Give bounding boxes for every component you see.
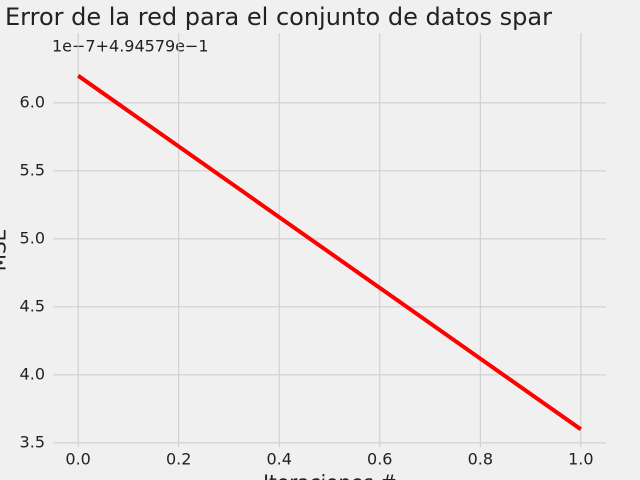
x-tick-label: 0.0 <box>65 450 90 469</box>
offset-text: 1e−7+4.94579e−1 <box>52 37 209 56</box>
x-tick-label: 0.2 <box>166 450 191 469</box>
x-tick-label: 1.0 <box>568 450 593 469</box>
y-tick-label: 3.5 <box>20 432 45 451</box>
x-tick-label: 0.8 <box>468 450 493 469</box>
y-tick-label: 5.5 <box>20 160 45 179</box>
x-tick-label: 0.6 <box>367 450 392 469</box>
y-tick-label: 4.0 <box>20 364 45 383</box>
y-tick-label: 4.5 <box>20 296 45 315</box>
data-line <box>76 74 583 431</box>
y-tick-label: 6.0 <box>20 92 45 111</box>
y-axis-label: MSE <box>0 229 11 272</box>
chart-title: Error de la red para el conjunto de dato… <box>5 3 552 31</box>
x-tick-label: 0.4 <box>267 450 292 469</box>
x-axis-label: Iteraciones # <box>263 471 397 480</box>
y-tick-label: 5.0 <box>20 228 45 247</box>
